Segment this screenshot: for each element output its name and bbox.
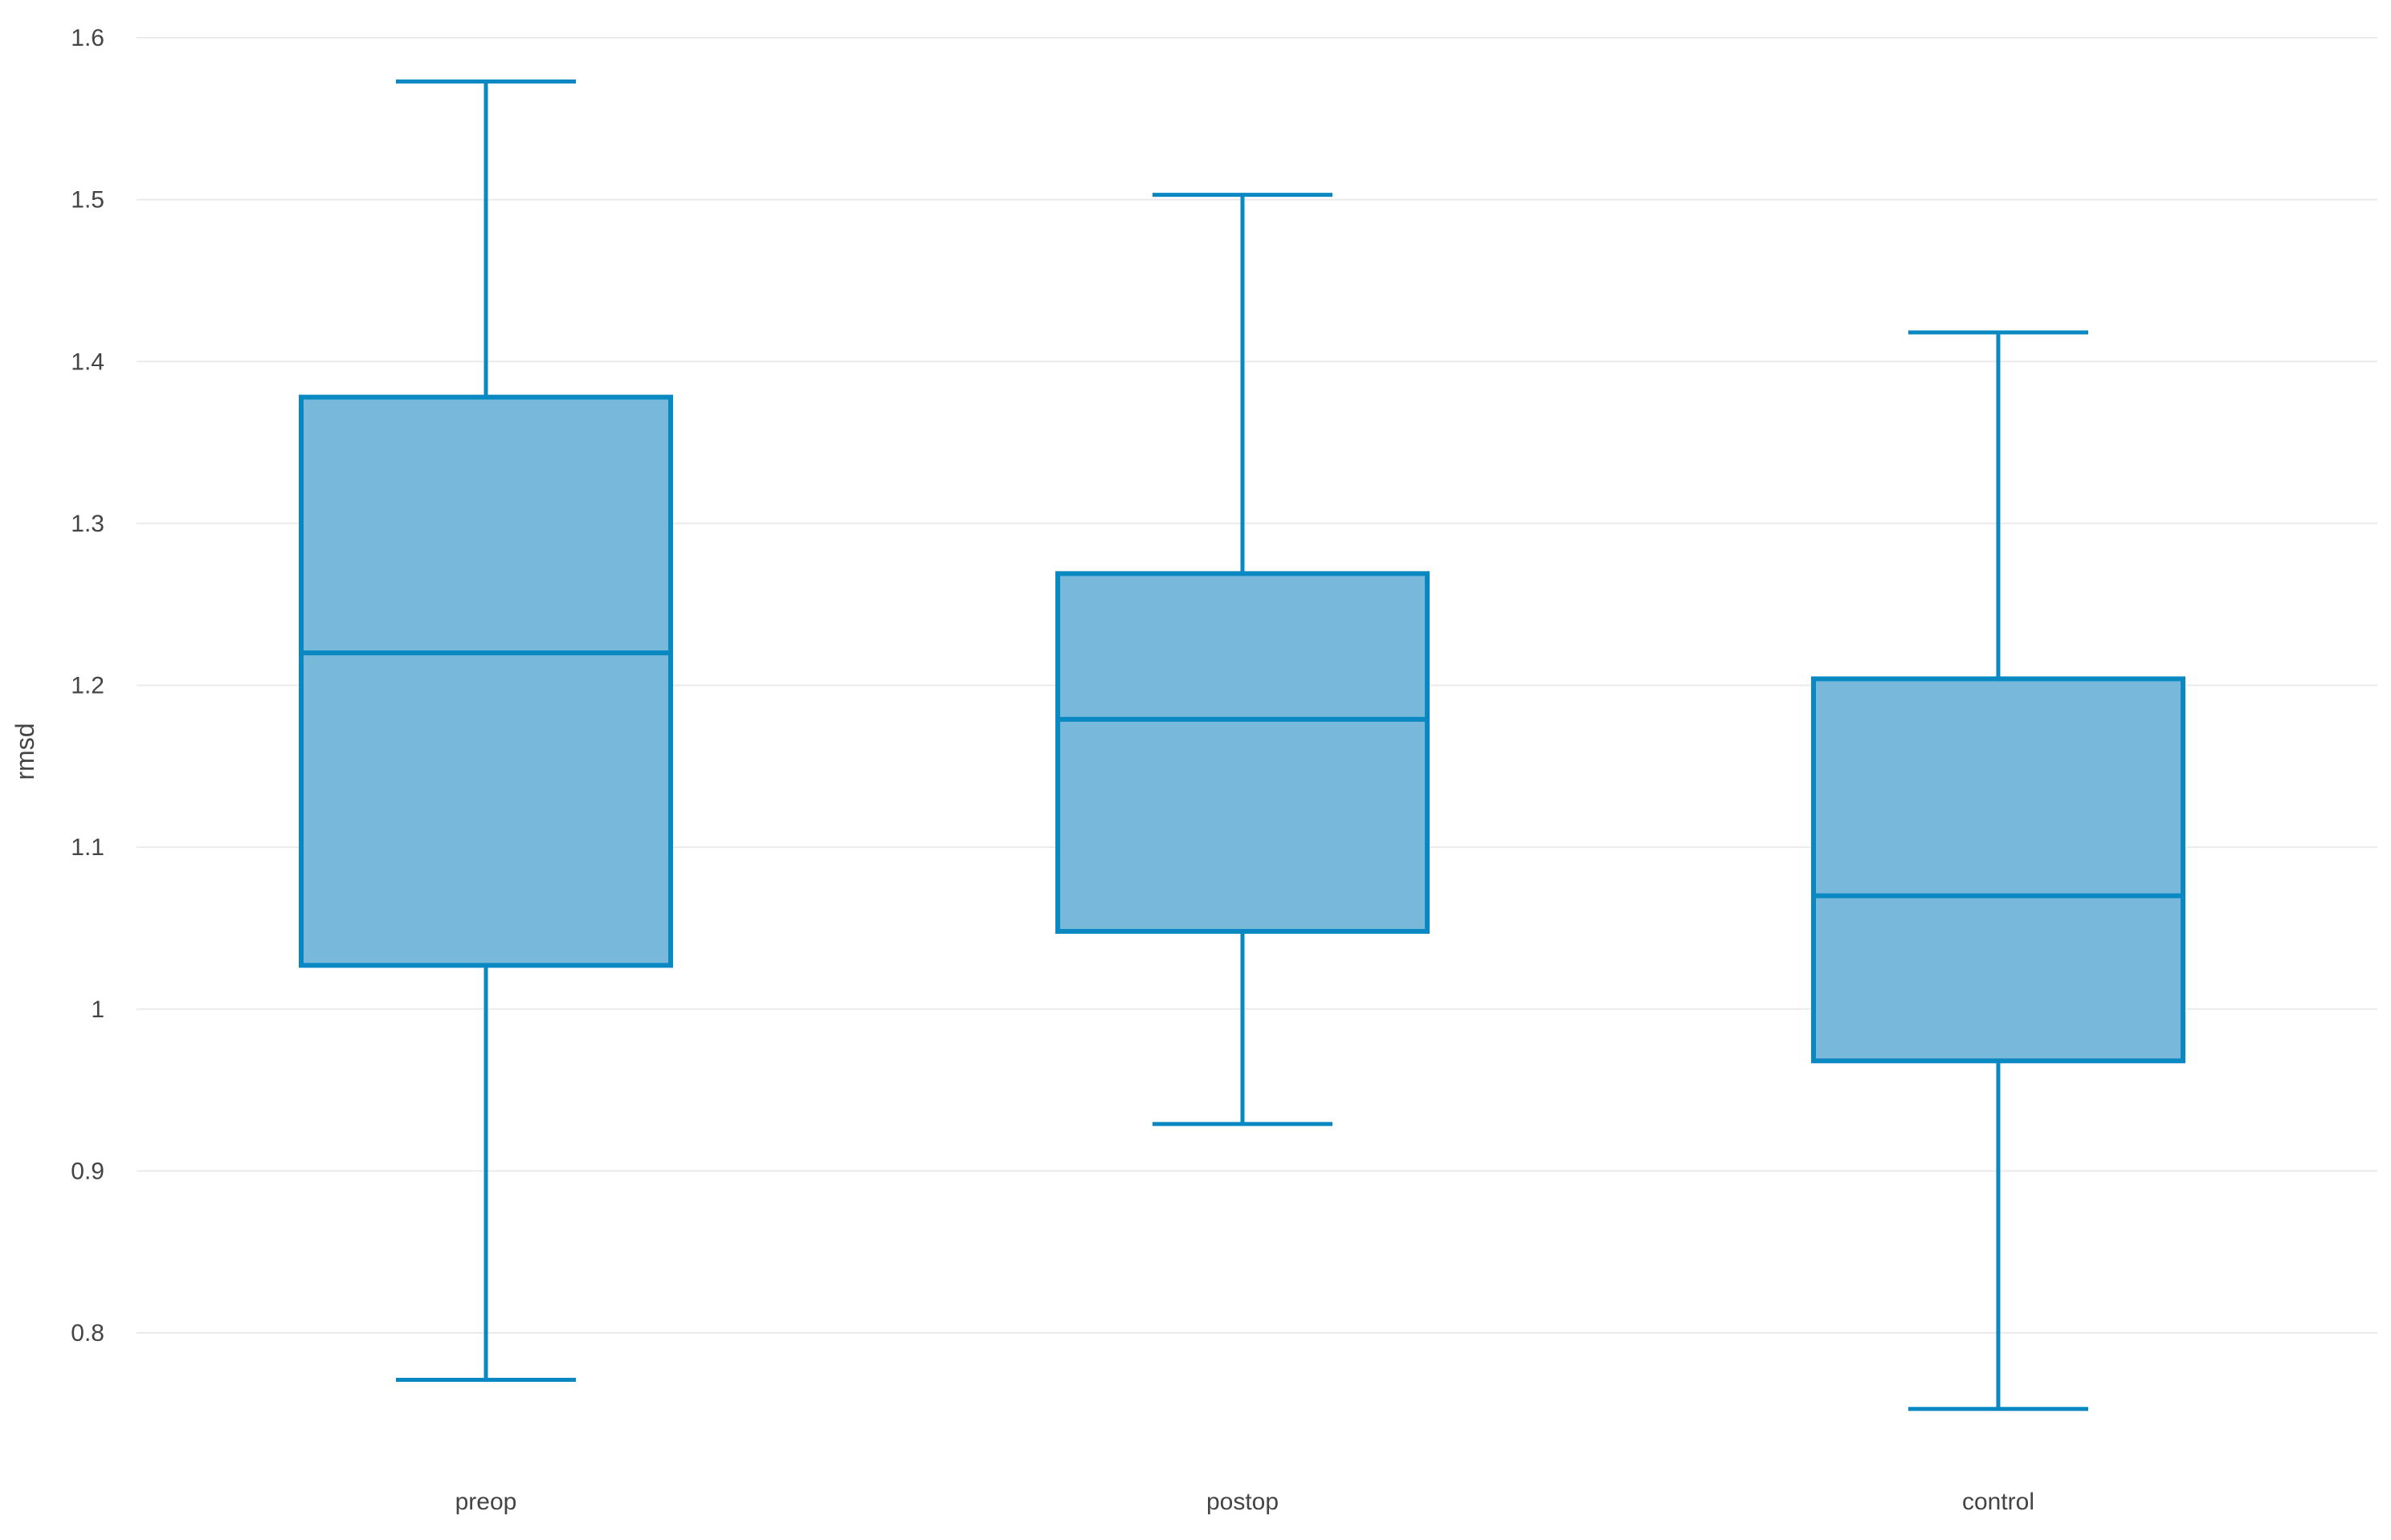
iqr-box <box>1055 571 1430 934</box>
y-axis-ticks: 0.8 0.9 1 1.1 1.2 1.3 1.4 1.5 1.6 <box>71 25 104 1346</box>
y-tick-label: 1.4 <box>71 348 104 375</box>
y-tick-label: 0.8 <box>71 1320 104 1346</box>
x-axis-ticks: preop postop control <box>455 1489 2034 1515</box>
y-tick-label: 0.9 <box>71 1158 104 1184</box>
box-control <box>1811 330 2185 1412</box>
y-tick-label: 1.5 <box>71 187 104 214</box>
y-tick-label: 1 <box>91 996 104 1023</box>
x-tick-label: control <box>1962 1489 2034 1515</box>
iqr-box <box>1811 676 2185 1064</box>
boxes <box>299 79 2185 1412</box>
y-tick-label: 1.3 <box>71 511 104 537</box>
y-tick-label: 1.2 <box>71 673 104 699</box>
iqr-box <box>299 394 673 968</box>
y-tick-label: 1.1 <box>71 834 104 861</box>
box-preop <box>299 79 673 1382</box>
y-tick-label: 1.6 <box>71 25 104 51</box>
y-axis-title: rmsd <box>10 723 39 780</box>
x-tick-label: postop <box>1206 1489 1279 1515</box>
box-postop <box>1055 193 1430 1126</box>
x-tick-label: preop <box>455 1489 517 1515</box>
